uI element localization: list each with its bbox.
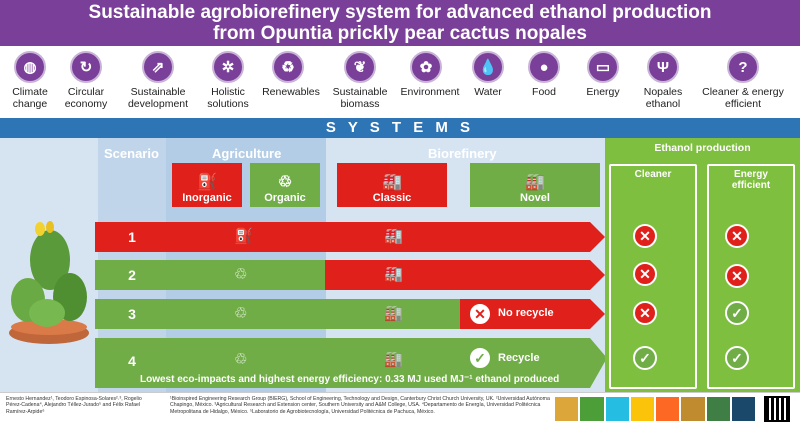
- s1-cleaner-x-icon: ✕: [633, 224, 657, 248]
- s3-efficient-check-icon: ✓: [725, 301, 749, 325]
- renewable-icon: ♻: [272, 51, 304, 83]
- concept-label-energy: Energy: [586, 86, 620, 98]
- factory-outline-icon: 🏭: [525, 174, 545, 191]
- scenario-3-arrow-main: [95, 299, 460, 329]
- novel-legend: 🏭 Novel: [470, 163, 600, 207]
- s4-cleaner-check-icon: ✓: [633, 346, 657, 370]
- recycle-label: Recycle: [498, 352, 540, 364]
- concept-label-climate: Climate change: [12, 86, 48, 110]
- sdg-icon: [706, 397, 730, 421]
- concept-label-biomass: Sustainable biomass: [332, 86, 388, 110]
- recycle-check-icon: ✓: [468, 346, 492, 370]
- factory-icon: 🏭: [382, 174, 402, 191]
- concept-label-nopales: Nopales ethanol: [643, 86, 683, 110]
- recycle-icon: ↻: [70, 51, 102, 83]
- question-icon: ?: [727, 51, 759, 83]
- factory-icon: 🏭: [384, 266, 403, 283]
- growth-icon: ⇗: [142, 51, 174, 83]
- agriculture-header: Agriculture: [212, 146, 282, 161]
- title-line-2: from Opuntia prickly pear cactus nopales: [213, 23, 587, 44]
- cactus-icon: Ψ: [647, 51, 679, 83]
- sdg-icon: [731, 397, 755, 421]
- scenario-1-arrow: [95, 222, 605, 252]
- scenario-header: Scenario: [104, 146, 159, 161]
- water-drop-icon: 💧: [472, 51, 504, 83]
- cleaner-column: Cleaner: [609, 164, 697, 389]
- energy-efficient-header: Energy efficient: [731, 169, 771, 191]
- affiliations-text: ¹Bioinspired Engineering Research Group …: [170, 396, 550, 415]
- s4-efficient-check-icon: ✓: [725, 346, 749, 370]
- s2-cleaner-x-icon: ✕: [633, 262, 657, 286]
- sdg-icon: [555, 397, 579, 421]
- plant-hand-icon: ✿: [410, 51, 442, 83]
- systems-banner: S Y S T E M S: [0, 118, 800, 138]
- authors-text: Ernesto Hernandez¹, Teodoro Espinosa-Sol…: [6, 396, 142, 415]
- battery-icon: ▭: [587, 51, 619, 83]
- scenario-2-arrow-agri: [95, 260, 325, 290]
- concept-label-renewables: Renewables: [262, 86, 320, 98]
- cactus-illustration: [9, 221, 89, 344]
- scenario-4-number: 4: [128, 353, 136, 369]
- concept-label-environment: Environment: [400, 86, 460, 98]
- concept-icon-row: ◍ Climate change ↻ Circular economy ⇗ Sust…: [0, 46, 800, 120]
- network-icon: ✲: [212, 51, 244, 83]
- concept-label-holistic: Holistic solutions: [207, 86, 249, 110]
- concept-label-food: Food: [532, 86, 556, 98]
- s1-efficient-x-icon: ✕: [725, 224, 749, 248]
- sdg-icons: [555, 397, 755, 421]
- inorganic-legend: ⛽ Inorganic: [172, 163, 242, 207]
- concept-label-cleaner: Cleaner & energy efficient: [702, 86, 784, 110]
- recycle-icon: ♲: [234, 305, 248, 322]
- organic-label: Organic: [264, 192, 306, 204]
- s2-efficient-x-icon: ✕: [725, 264, 749, 288]
- ethanol-production-header: Ethanol production: [654, 142, 751, 154]
- energy-efficient-column: Energy efficient: [707, 164, 795, 389]
- scenario-arrows: [95, 222, 607, 388]
- s3-cleaner-x-icon: ✕: [633, 301, 657, 325]
- concept-label-water: Water: [474, 86, 502, 98]
- scenario-1-number: 1: [128, 229, 136, 245]
- title-line-1: Sustainable agrobiorefinery system for a…: [88, 2, 712, 23]
- leaf-icon: ❦: [344, 51, 376, 83]
- sdg-icon: [630, 397, 654, 421]
- classic-legend: 🏭 Classic: [337, 163, 447, 207]
- efficiency-summary: Lowest eco-impacts and highest energy ef…: [140, 374, 560, 385]
- concept-label-sustainable-dev: Sustainable development: [127, 86, 189, 110]
- scenario-3-arrow-tail: [460, 299, 605, 329]
- recycle-icon: ♲: [234, 351, 248, 368]
- factory-outline-icon: 🏭: [384, 351, 403, 368]
- oil-pump-icon: ⛽: [234, 228, 253, 245]
- footer: Ernesto Hernandez¹, Teodoro Espinosa-Sol…: [0, 392, 800, 424]
- classic-label: Classic: [372, 192, 412, 204]
- scenario-2-arrow-bio: [325, 260, 605, 290]
- factory-icon: 🏭: [384, 228, 403, 245]
- recycle-icon: ♲: [277, 174, 293, 191]
- scenario-2-number: 2: [128, 267, 136, 283]
- title-banner: Sustainable agrobiorefinery system for a…: [0, 0, 800, 46]
- biorefinery-header: Biorefinery: [428, 146, 497, 161]
- recycle-icon: ♲: [234, 266, 248, 283]
- inorganic-label: Inorganic: [182, 192, 232, 204]
- factory-outline-icon: 🏭: [384, 305, 403, 322]
- sdg-icon: [605, 397, 629, 421]
- oil-pump-icon: ⛽: [197, 174, 217, 191]
- concept-label-circular: Circular economy: [64, 86, 108, 110]
- sdg-icon: [681, 397, 705, 421]
- apple-icon: ●: [528, 51, 560, 83]
- organic-legend: ♲ Organic: [250, 163, 320, 207]
- cleaner-header: Cleaner: [634, 169, 672, 180]
- no-recycle-label: No recycle: [498, 307, 554, 319]
- no-recycle-x-icon: ✕: [468, 302, 492, 326]
- scenario-3-number: 3: [128, 306, 136, 322]
- sdg-icon: [580, 397, 604, 421]
- novel-label: Novel: [520, 192, 550, 204]
- globe-icon: ◍: [14, 51, 46, 83]
- qr-code-icon[interactable]: [764, 396, 790, 422]
- sdg-icon: [656, 397, 680, 421]
